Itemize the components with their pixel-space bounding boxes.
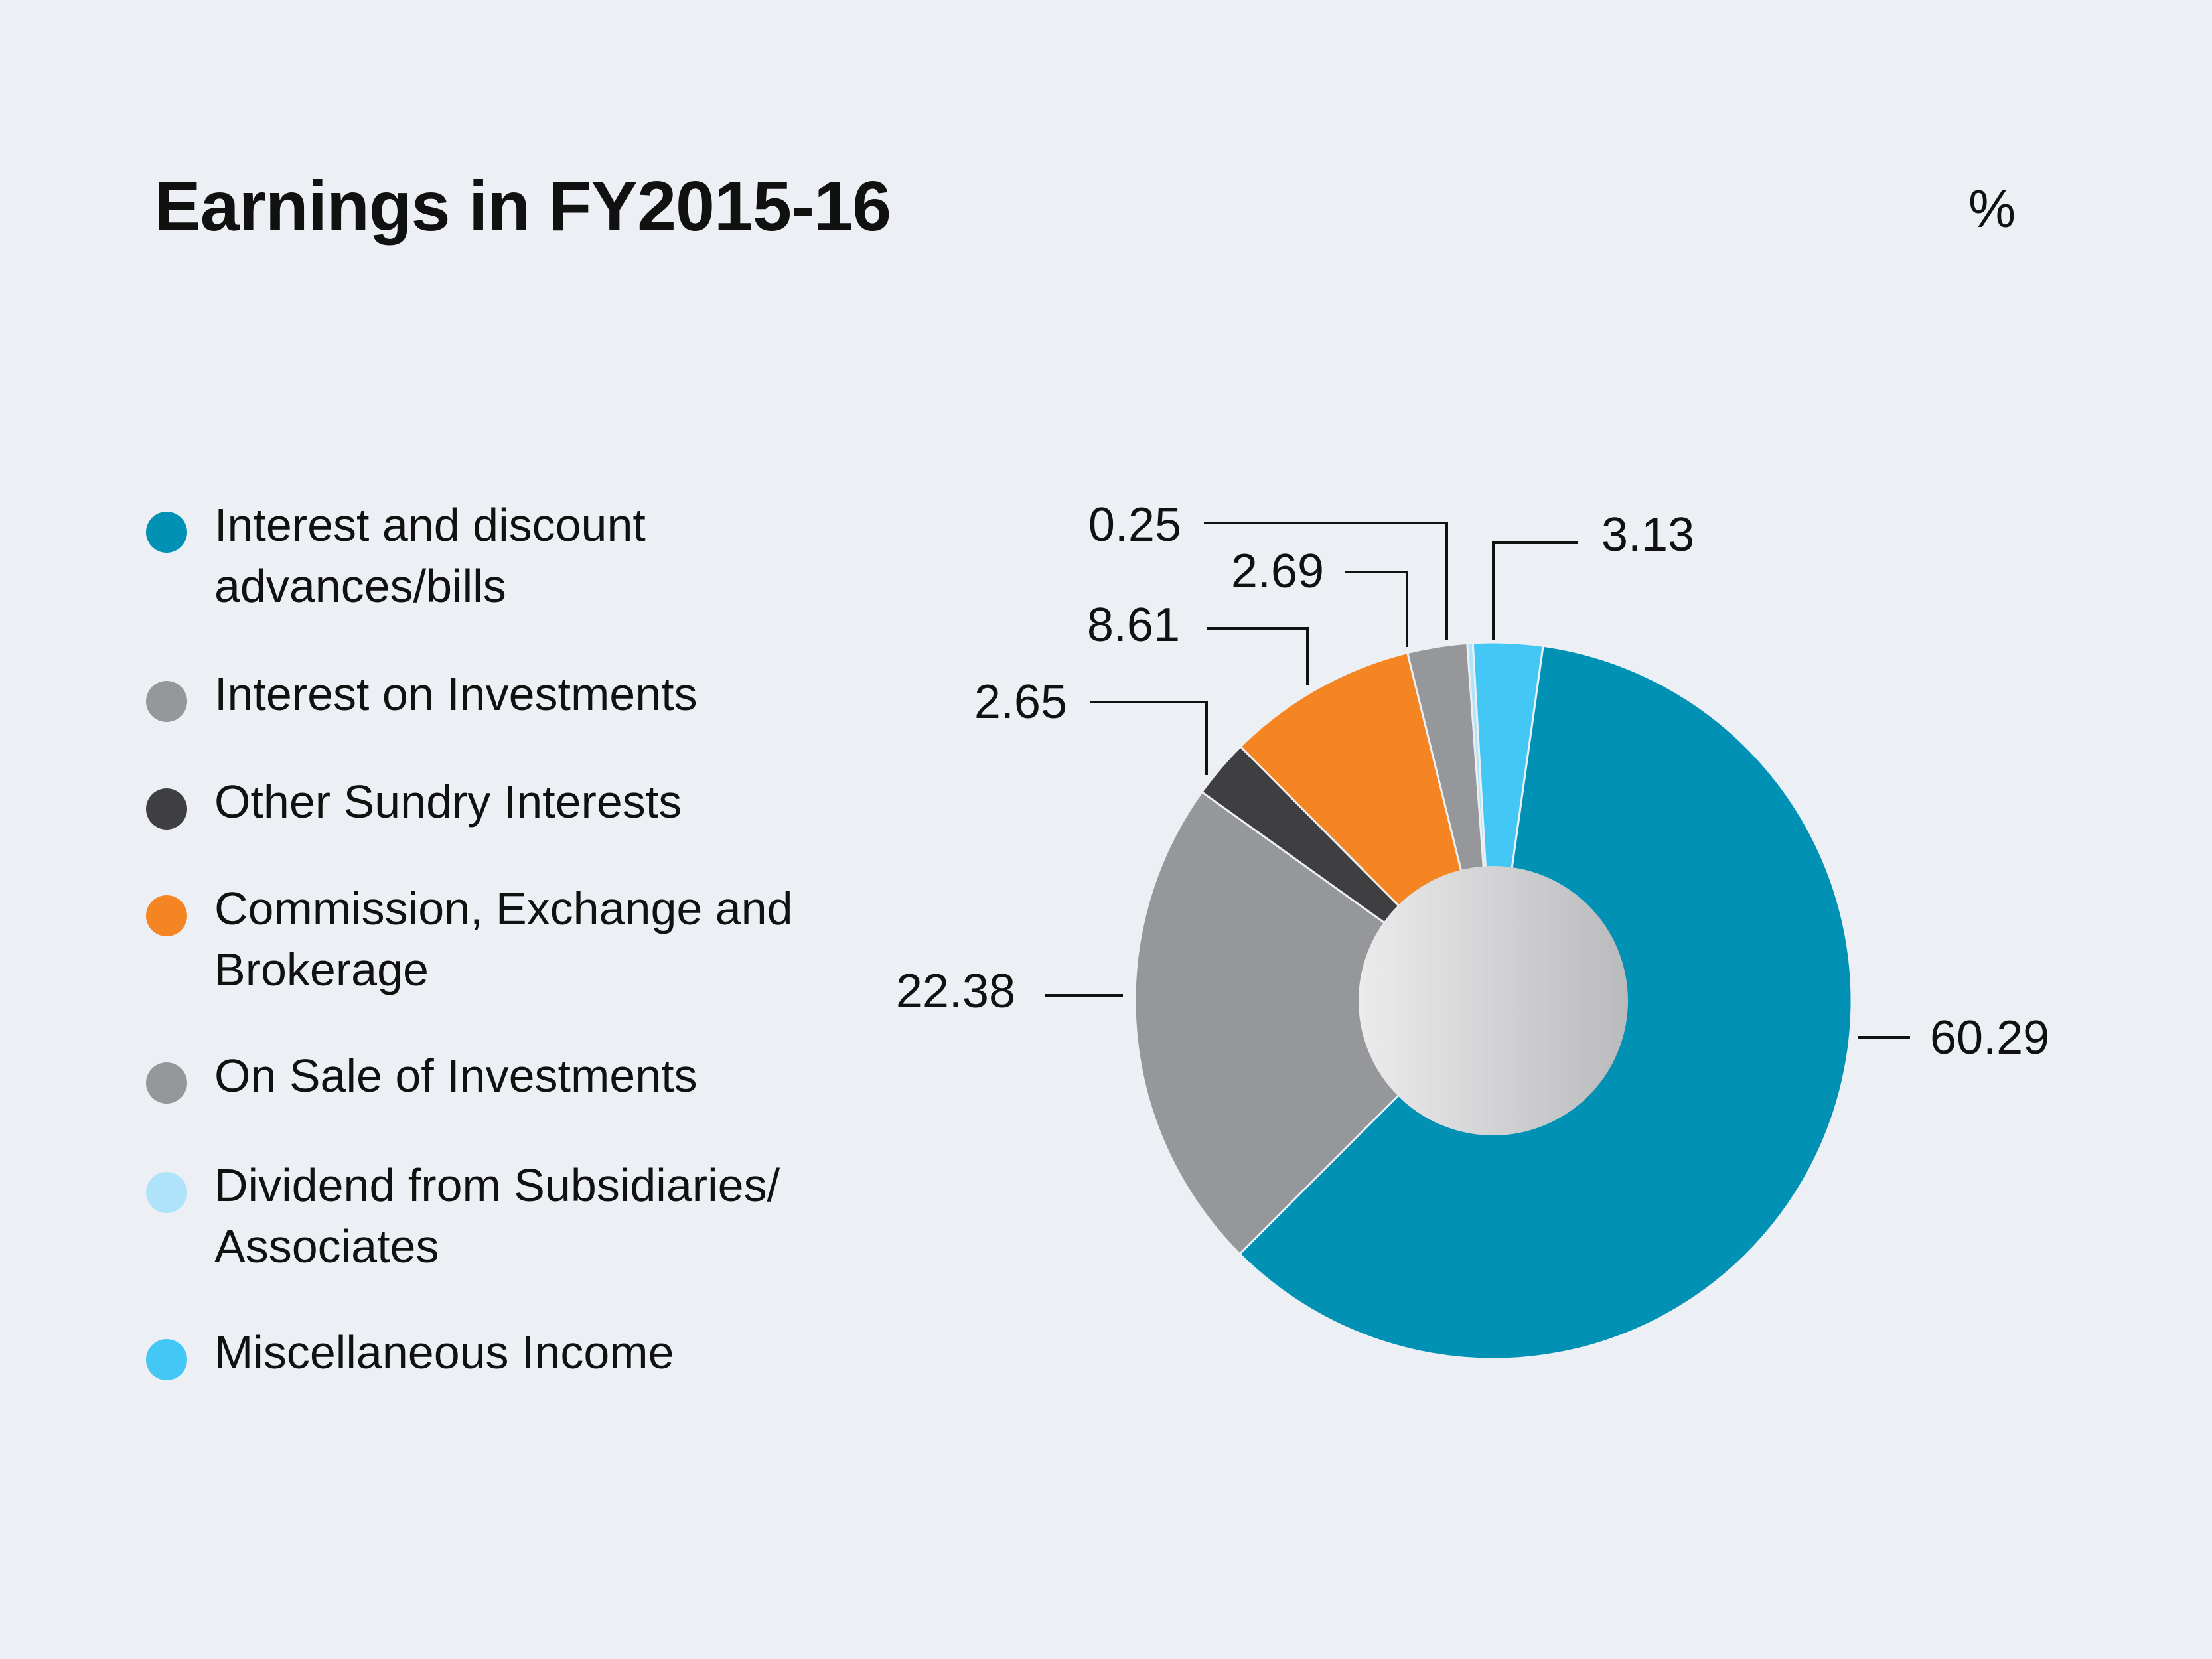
legend-label: Dividend from Subsidiaries/ Associates (214, 1159, 780, 1272)
legend-label: Commission, Exchange and Brokerage (214, 883, 793, 995)
leader-line-2-69 (1345, 571, 1408, 647)
leader-line-3-13 (1492, 541, 1578, 640)
donut-hole (1359, 866, 1628, 1135)
legend-swatch (146, 681, 187, 722)
legend-swatch (146, 1172, 187, 1213)
legend: Interest and discount advances/bills Int… (146, 0, 909, 1659)
legend-label: Miscellaneous Income (214, 1327, 674, 1378)
legend-swatch (146, 512, 187, 553)
legend-swatch (146, 1339, 187, 1380)
data-label-2-65: 2.65 (974, 676, 1067, 729)
legend-swatch (146, 1062, 187, 1104)
chart-title: Earnings in FY2015-16 (154, 167, 891, 246)
data-label-60-29: 60.29 (1930, 1011, 2049, 1064)
pie-slice-22-38 (1134, 790, 1495, 1256)
data-labels: 60.29 22.38 2.65 8.61 2.69 0.25 3.13 (896, 498, 2049, 1064)
data-label-0-25: 0.25 (1088, 498, 1181, 551)
data-label-3-13: 3.13 (1601, 508, 1694, 561)
legend-label: Interest and discount advances/bills (214, 499, 646, 612)
leader-lines (1045, 522, 1910, 1039)
leader-line-8-61 (1207, 627, 1309, 685)
legend-label: Other Sundry Interests (214, 776, 682, 828)
data-label-8-61: 8.61 (1087, 599, 1180, 652)
legend-label: Interest on Investments (214, 668, 698, 720)
legend-swatch (146, 895, 187, 936)
legend-label: On Sale of Investments (214, 1050, 698, 1102)
data-label-22-38: 22.38 (896, 965, 1015, 1018)
leader-line-0-25 (1204, 522, 1448, 640)
legend-swatch (146, 788, 187, 830)
unit-label: % (1968, 179, 2016, 238)
leader-line-2-65 (1090, 701, 1208, 775)
data-label-2-69: 2.69 (1231, 545, 1324, 598)
